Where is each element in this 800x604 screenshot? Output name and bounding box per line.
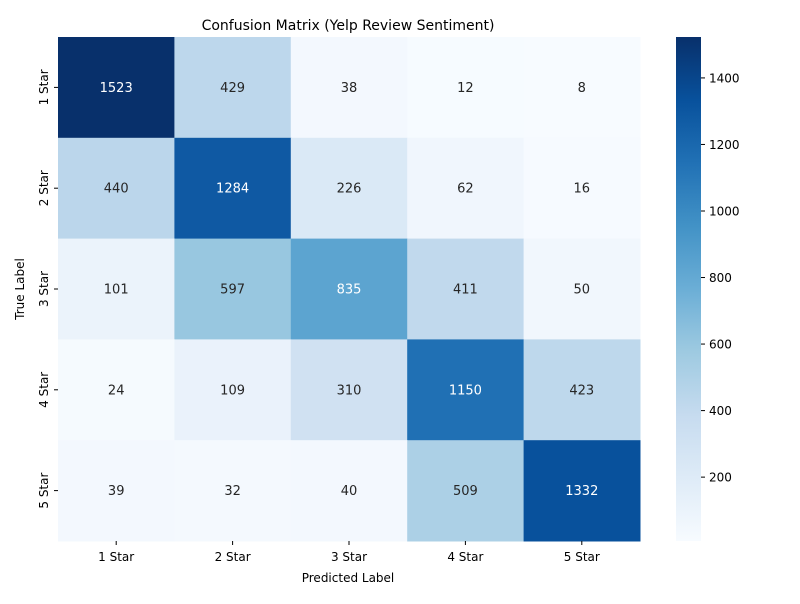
- colorbar-tick-label: 1200: [709, 138, 740, 152]
- cell-value-label: 1284: [216, 182, 249, 197]
- cell-value-label: 32: [224, 484, 241, 499]
- y-axis-label: True Label: [13, 258, 27, 321]
- y-axis: 1 Star 2 Star 3 Star 4 Star 5 Star: [37, 69, 58, 509]
- cell-value-label: 423: [569, 383, 594, 398]
- heatmap-cell: [174, 137, 292, 240]
- heatmap-cell: [58, 137, 175, 240]
- heatmap-cell: [174, 238, 292, 340]
- heatmap-cell: [407, 339, 525, 441]
- heatmap-cell: [290, 440, 408, 542]
- colorbar-tick-label: 1000: [709, 204, 740, 218]
- x-axis-label: Predicted Label: [302, 571, 395, 585]
- heatmap-cell: [58, 440, 175, 542]
- cell-value-label: 38: [341, 81, 358, 96]
- colorbar-tick-label: 600: [709, 338, 732, 352]
- x-tick-label: 3 Star: [331, 550, 367, 564]
- heatmap-cell: [523, 37, 641, 139]
- y-tick-label: 4 Star: [37, 372, 51, 408]
- colorbar-tick-label: 200: [709, 471, 732, 485]
- cell-value-label: 226: [337, 182, 362, 197]
- heatmap-cell: [290, 238, 408, 340]
- heatmap-cell: [407, 238, 525, 340]
- x-tick-label: 1 Star: [98, 550, 134, 564]
- x-tick-label: 2 Star: [215, 550, 251, 564]
- heatmap-cell: [58, 238, 175, 340]
- heatmap-cell: [290, 137, 408, 240]
- y-tick-label: 5 Star: [37, 473, 51, 509]
- cell-value-label: 24: [108, 383, 125, 398]
- heatmap-cell: [523, 238, 641, 340]
- cell-value-label: 62: [457, 182, 474, 197]
- heatmap-cell: [174, 440, 292, 542]
- cell-value-label: 429: [220, 81, 245, 96]
- heatmap-cell: [407, 37, 525, 139]
- cell-value-label: 109: [220, 383, 245, 398]
- cell-value-label: 440: [104, 182, 129, 197]
- colorbar: 200 400 600 800 1000 1200 1400: [676, 37, 740, 541]
- x-tick-label: 5 Star: [564, 550, 600, 564]
- colorbar-gradient: [676, 37, 701, 541]
- y-tick-label: 1 Star: [37, 69, 51, 105]
- cell-value-label: 40: [341, 484, 358, 499]
- heatmap-cell-labels: 1523 429 38 12 8 440 1284 226 62 16 101 597 835 411 50…: [100, 81, 599, 499]
- cell-value-label: 509: [453, 484, 478, 499]
- colorbar-tick-label: 400: [709, 404, 732, 418]
- heatmap-cell: [523, 137, 641, 240]
- heatmap-cell: [290, 37, 408, 139]
- cell-value-label: 12: [457, 81, 474, 96]
- cell-value-label: 1332: [565, 484, 598, 499]
- heatmap-cell: [174, 339, 292, 441]
- heatmap-cell: [290, 339, 408, 441]
- x-axis: 1 Star 2 Star 3 Star 4 Star 5 Star: [98, 541, 600, 564]
- heatmap-cell: [174, 37, 292, 139]
- cell-value-label: 39: [108, 484, 125, 499]
- heatmap-cell: [58, 37, 175, 139]
- cell-value-label: 835: [337, 283, 362, 298]
- cell-value-label: 597: [220, 283, 245, 298]
- chart-title: Confusion Matrix (Yelp Review Sentiment): [202, 18, 495, 34]
- heatmap-cell: [58, 339, 175, 441]
- cell-value-label: 16: [574, 182, 591, 197]
- heatmap-cell: [523, 339, 641, 441]
- cell-value-label: 411: [453, 283, 478, 298]
- cell-value-label: 1150: [449, 383, 482, 398]
- cell-value-label: 1523: [100, 81, 133, 96]
- x-tick-label: 4 Star: [447, 550, 483, 564]
- cell-value-label: 310: [337, 383, 362, 398]
- heatmap-cell: [407, 440, 525, 542]
- cell-value-label: 50: [574, 283, 591, 298]
- heatmap-cells: [58, 37, 641, 542]
- heatmap-cell: [407, 137, 525, 240]
- heatmap-cell: [523, 440, 641, 542]
- cell-value-label: 101: [104, 283, 129, 298]
- colorbar-tick-label: 800: [709, 271, 732, 285]
- colorbar-tick-label: 1400: [709, 71, 740, 85]
- cell-value-label: 8: [578, 81, 586, 96]
- y-tick-label: 3 Star: [37, 271, 51, 307]
- y-tick-label: 2 Star: [37, 170, 51, 206]
